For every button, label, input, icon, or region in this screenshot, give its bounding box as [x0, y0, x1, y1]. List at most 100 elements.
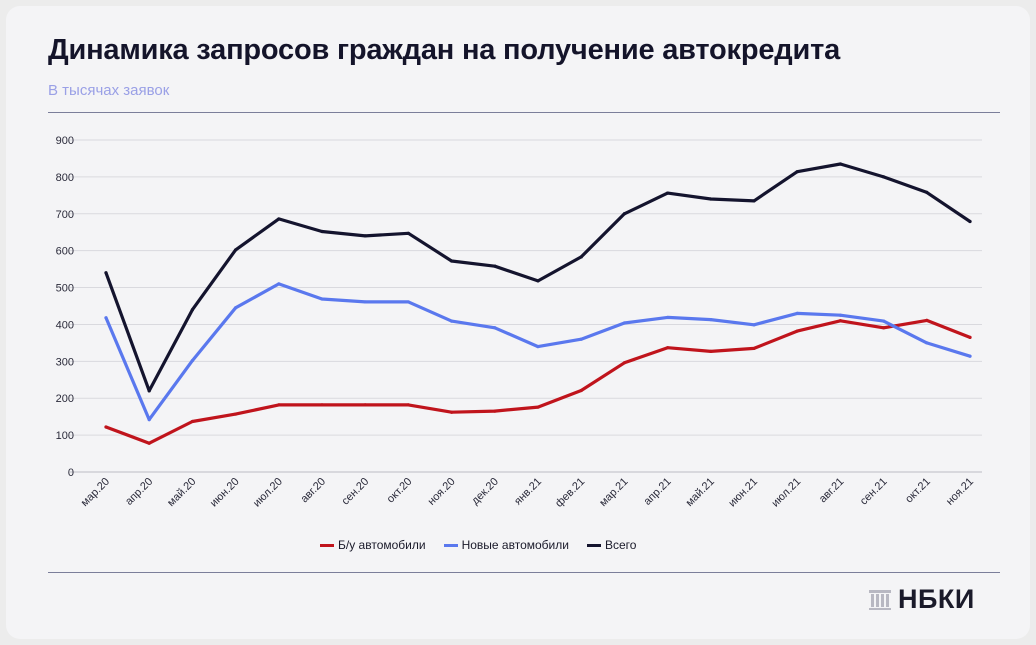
- data-point-total: [882, 175, 886, 179]
- x-tick-label: ноя.20: [426, 476, 458, 508]
- data-point-used: [968, 335, 972, 339]
- data-point-used: [709, 349, 713, 353]
- data-point-total: [190, 308, 194, 312]
- legend: Б/у автомобили Новые автомобили Всего: [320, 538, 654, 552]
- data-point-new: [277, 282, 281, 286]
- data-point-used: [450, 410, 454, 414]
- data-point-new: [493, 326, 497, 330]
- data-point-total: [320, 229, 324, 234]
- series-line-new: [104, 282, 972, 422]
- y-tick-label: 300: [56, 356, 74, 368]
- legend-item-new: Новые автомобили: [443, 538, 569, 552]
- chart-title: Динамика запросов граждан на получение а…: [48, 34, 841, 66]
- top-divider: [48, 112, 1000, 113]
- x-tick-label: сен.21: [858, 476, 890, 508]
- data-point-total: [709, 197, 713, 201]
- data-point-total: [622, 212, 627, 216]
- data-point-used: [190, 419, 194, 424]
- data-point-total: [363, 234, 367, 238]
- bottom-divider: [48, 572, 1000, 573]
- y-tick-label: 200: [56, 393, 74, 405]
- data-point-total: [104, 271, 108, 275]
- data-point-new: [838, 313, 843, 317]
- x-tick-label: июн.21: [726, 476, 760, 510]
- chart-card: Динамика запросов граждан на получение а…: [6, 6, 1030, 639]
- legend-item-total: Всего: [586, 538, 637, 552]
- chart-subtitle: В тысячах заявок: [48, 82, 170, 99]
- x-tick-label: авг.20: [298, 476, 328, 506]
- y-tick-label: 900: [56, 135, 74, 147]
- data-point-new: [709, 318, 713, 322]
- data-point-new: [450, 319, 454, 323]
- x-tick-label: ноя.21: [944, 476, 976, 508]
- data-point-new: [622, 321, 627, 325]
- data-point-used: [234, 412, 238, 416]
- y-tick-label: 0: [68, 467, 74, 479]
- data-point-total: [406, 231, 410, 235]
- data-point-new: [666, 315, 670, 320]
- y-tick-label: 400: [56, 319, 74, 331]
- data-point-used: [579, 388, 583, 393]
- x-tick-label: апр.21: [642, 476, 674, 508]
- logo-text: НБКИ: [898, 584, 975, 614]
- data-point-used: [406, 403, 410, 407]
- legend-swatch-total: [586, 543, 601, 547]
- x-tick-label: апр.20: [123, 476, 155, 508]
- data-point-total: [579, 255, 583, 259]
- data-point-new: [104, 316, 108, 320]
- data-point-new: [925, 341, 929, 345]
- data-point-new: [536, 344, 540, 349]
- data-point-new: [320, 297, 324, 301]
- building-columns-icon: [869, 589, 891, 610]
- data-point-new: [882, 319, 886, 323]
- x-tick-label: авг.21: [817, 476, 847, 506]
- line-chart: 0 100 200 300 400 500 600 700 800 900 мар.20 апр.20…: [56, 135, 982, 510]
- x-tick-label: мар.21: [597, 476, 630, 509]
- x-tick-label: май.20: [165, 476, 198, 509]
- data-point-used: [363, 403, 367, 407]
- data-point-new: [234, 306, 238, 310]
- x-tick-label: окт.20: [385, 476, 415, 506]
- data-point-used: [838, 319, 843, 323]
- data-point-total: [536, 279, 540, 283]
- data-point-new: [579, 337, 583, 341]
- data-point-total: [666, 191, 670, 195]
- data-point-used: [925, 318, 929, 322]
- legend-label-used: Б/у автомобили: [338, 538, 426, 552]
- x-tick-label: июн.20: [208, 476, 242, 510]
- series-line-total: [104, 162, 972, 393]
- data-point-used: [277, 403, 281, 407]
- data-point-new: [147, 418, 151, 422]
- data-point-used: [147, 441, 151, 445]
- data-point-used: [882, 326, 886, 330]
- y-tick-label: 600: [56, 246, 74, 258]
- data-point-used: [493, 409, 497, 413]
- x-tick-label: фев.21: [553, 476, 587, 510]
- data-point-total: [147, 389, 151, 393]
- data-point-new: [795, 311, 799, 315]
- data-point-new: [363, 300, 367, 304]
- data-point-total: [493, 264, 497, 268]
- data-point-total: [234, 248, 238, 252]
- legend-swatch-new: [443, 543, 458, 547]
- x-tick-label: июл.20: [251, 476, 285, 510]
- data-point-used: [795, 329, 799, 333]
- y-tick-label: 800: [56, 172, 74, 184]
- data-point-new: [190, 358, 194, 363]
- data-point-new: [406, 300, 410, 304]
- data-point-new: [752, 323, 756, 327]
- x-tick-label: мар.20: [79, 476, 112, 509]
- data-point-used: [622, 361, 627, 365]
- data-point-total: [925, 190, 929, 194]
- data-point-used: [104, 425, 108, 429]
- data-point-total: [752, 199, 756, 203]
- data-point-total: [450, 259, 454, 263]
- series-line-used: [104, 318, 972, 445]
- data-point-total: [277, 217, 281, 221]
- data-point-new: [968, 354, 972, 358]
- y-tick-label: 700: [56, 209, 74, 221]
- data-point-used: [752, 346, 756, 351]
- x-tick-label: окт.21: [903, 476, 933, 506]
- legend-item-used: Б/у автомобили: [320, 538, 426, 552]
- legend-label-total: Всего: [604, 538, 637, 552]
